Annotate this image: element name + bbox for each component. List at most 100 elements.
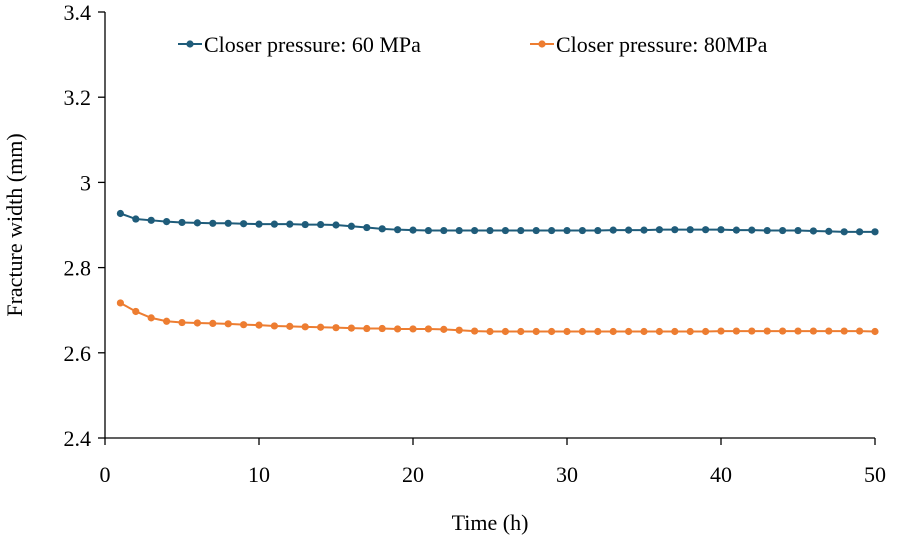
data-point [440,226,448,235]
data-point [209,219,217,227]
legend-marker [186,40,194,48]
data-point [209,319,217,328]
data-point [578,327,587,336]
data-point [732,327,741,335]
data-point [486,327,494,336]
data-point [825,227,833,235]
data-point [378,324,386,333]
data-point [132,215,140,223]
data-point [809,327,818,335]
data-point [840,327,848,335]
data-point [317,323,325,331]
y-tick-label: 2.4 [64,426,92,451]
x-tick-label: 0 [100,462,111,487]
data-point [178,318,186,327]
series-1 [116,209,879,236]
data-point [471,226,479,235]
data-point [147,314,155,322]
data-point [748,327,756,335]
data-point [717,327,725,335]
data-point [871,228,879,236]
data-point [301,220,309,229]
data-point [424,325,432,333]
data-point [578,226,587,235]
legend-label: Closer pressure: 80MPa [556,32,768,57]
data-point [702,226,710,234]
data-point [871,327,879,336]
data-point [286,220,294,228]
data-point [779,226,787,235]
data-point [732,226,741,234]
data-point [347,324,355,332]
data-point [394,226,402,234]
data-point [594,327,602,336]
data-point [486,226,494,235]
series-layer [116,209,879,336]
data-point [702,327,710,336]
data-point [178,218,186,227]
y-tick-label: 2.6 [64,341,92,366]
data-point [409,226,417,234]
data-point [686,226,694,234]
data-point [317,220,325,229]
y-axis-title: Fracture width (mm) [2,133,27,316]
data-point [794,327,802,335]
legend-item-1: Closer pressure: 60 MPa [178,32,421,57]
data-point [609,327,617,336]
data-point [163,217,171,226]
data-point [809,227,818,235]
data-point [717,226,725,234]
data-point [347,222,355,230]
data-point [548,226,556,235]
data-point [255,220,263,228]
data-point [594,226,602,235]
data-point [640,327,648,336]
data-point [563,327,571,336]
data-point [240,220,248,228]
data-point [255,321,263,329]
data-point [424,226,432,235]
y-tick-label: 3 [80,170,91,195]
data-point [517,226,525,235]
data-point [686,327,694,336]
data-point [378,225,386,233]
data-point [548,327,556,336]
data-point [270,322,278,330]
data-point [532,226,540,235]
data-point [455,326,463,334]
data-point [270,220,278,228]
data-point [193,219,201,227]
data-point [471,327,479,335]
data-point [763,226,771,235]
data-point [332,324,340,332]
data-point [517,327,525,336]
y-tick-label: 3.2 [64,85,92,110]
data-point [286,322,294,330]
legend: Closer pressure: 60 MPa Closer pressure: … [178,32,768,57]
data-point [455,226,463,235]
data-point [748,226,756,234]
legend-label: Closer pressure: 60 MPa [204,32,421,57]
series-line [119,302,876,333]
data-point [116,299,124,307]
data-point [363,223,371,232]
data-point [193,319,201,327]
data-point [501,226,509,235]
x-axis-title: Time (h) [452,510,529,535]
legend-item-2: Closer pressure: 80MPa [530,32,768,57]
x-tick-label: 10 [248,462,270,487]
data-point [532,327,540,336]
data-point [224,219,232,227]
axes: 2.4 2.6 2.8 3 3.2 3.4 0 10 20 30 40 50 [64,0,887,487]
data-point [301,323,309,331]
data-point [671,226,679,234]
y-tick-label: 2.8 [64,256,92,281]
x-tick-label: 40 [710,462,732,487]
data-point [563,226,571,235]
data-point [501,327,509,336]
x-tick-label: 50 [864,462,886,487]
legend-marker [538,40,546,48]
data-point [332,221,340,229]
